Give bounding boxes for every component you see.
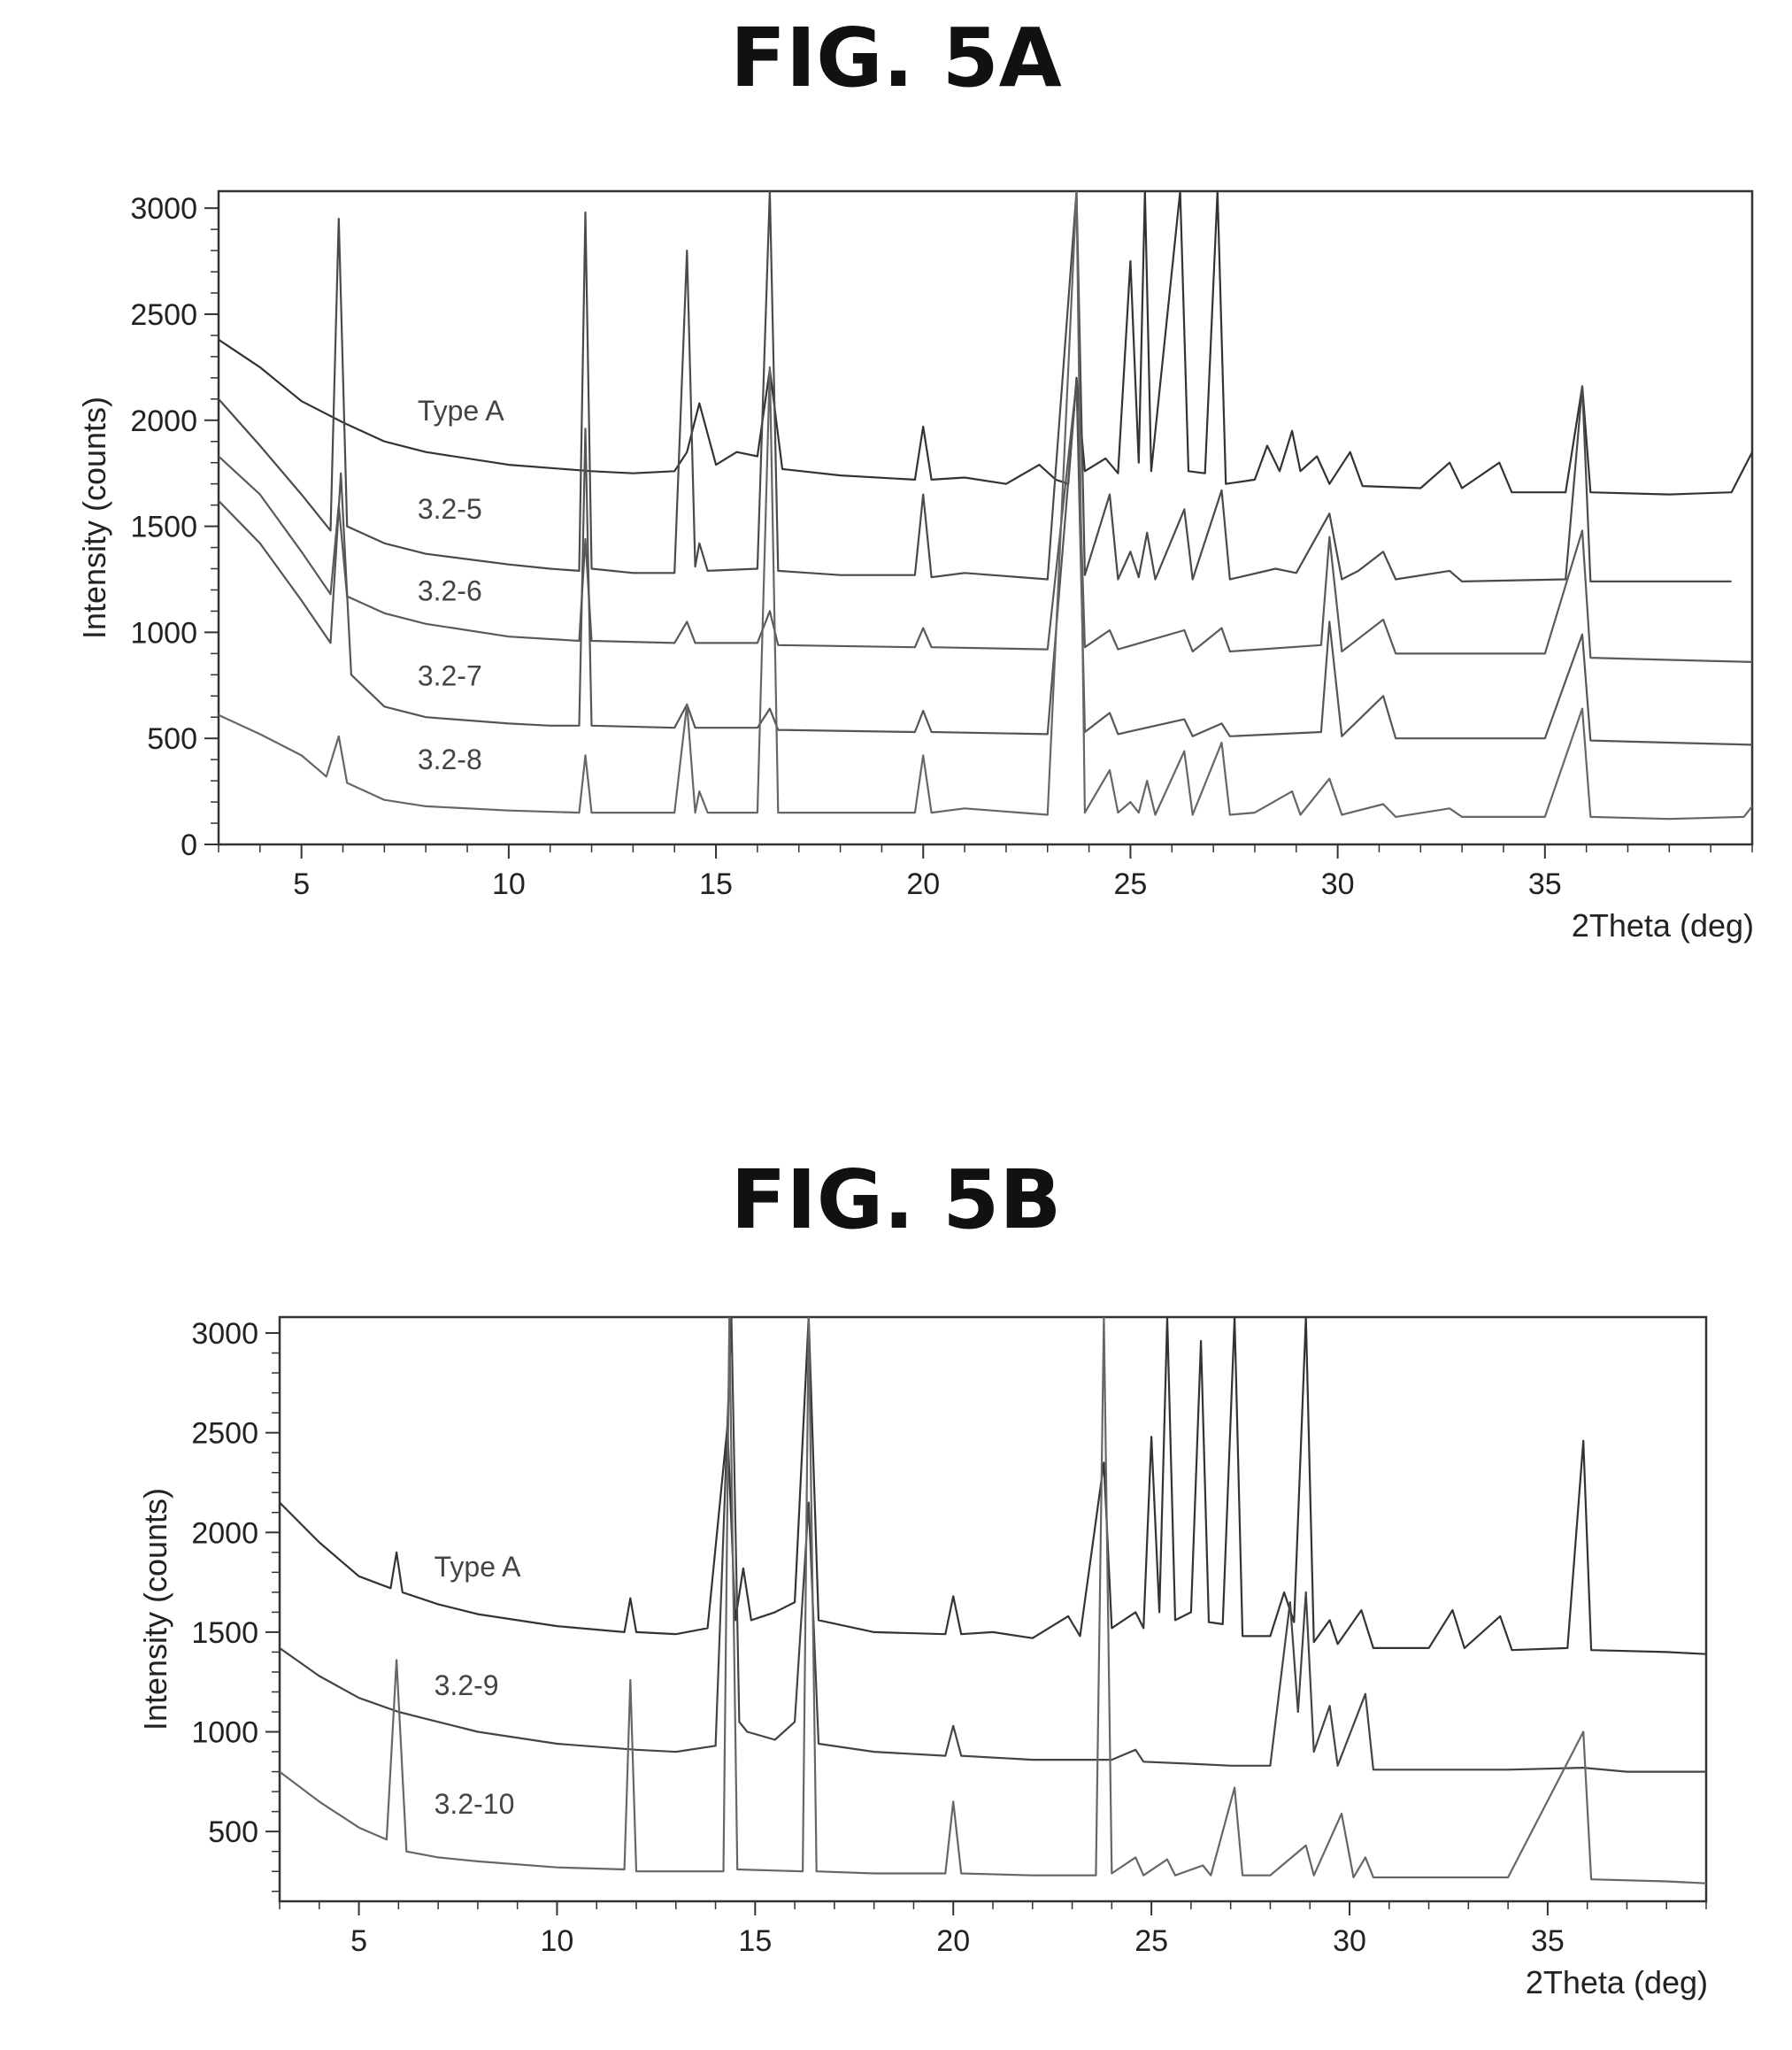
- y-axis-title: Intensity (counts): [76, 397, 112, 639]
- series-label: 3.2-10: [435, 1788, 515, 1820]
- xrd-chart-5b: 5 10 15 20 25 30 35 500 1000 1500 2000 2500 3000 2The…: [137, 1315, 1708, 2000]
- series-label: 3.2-9: [435, 1669, 499, 1701]
- x-tick-label: 35: [1531, 1924, 1565, 1958]
- x-tick-label: 25: [1114, 867, 1148, 901]
- x-tick-label: 35: [1528, 867, 1562, 901]
- series-label: Type A: [418, 395, 505, 427]
- y-tick-label: 2500: [130, 298, 197, 332]
- y-tick-label: 500: [208, 1815, 258, 1849]
- xrd-chart-5a: 5 10 15 20 25 30 35 0 500 1000 1500 2000 2500 3000 2Th…: [76, 189, 1754, 944]
- x-tick-label: 30: [1321, 867, 1355, 901]
- x-tick-label: 10: [492, 867, 526, 901]
- x-tick-label: 25: [1134, 1924, 1168, 1958]
- series-label: 3.2-8: [418, 744, 482, 775]
- y-tick-label: 3000: [130, 192, 197, 226]
- y-tick-label: 500: [147, 722, 197, 756]
- series-line-3-2-10: [280, 1317, 1706, 1884]
- x-tick-label: 15: [699, 867, 733, 901]
- y-tick-label: 1000: [130, 616, 197, 650]
- x-tick-label: 15: [738, 1924, 772, 1958]
- series-label: 3.2-6: [418, 574, 482, 606]
- x-tick-label: 20: [936, 1924, 970, 1958]
- x-axis-title: 2Theta (deg): [1572, 907, 1754, 944]
- series-label: 3.2-5: [418, 493, 482, 525]
- x-tick-label: 20: [906, 867, 940, 901]
- plot-frame: [217, 189, 1754, 846]
- series-line-3-2-7: [219, 379, 1752, 746]
- series-label: Type A: [435, 1551, 521, 1583]
- x-axis-title: 2Theta (deg): [1526, 1964, 1708, 2000]
- series-group: [280, 1317, 1706, 1884]
- y-tick-label: 1000: [191, 1716, 258, 1750]
- y-tick-label: 1500: [191, 1616, 258, 1650]
- series-line-3-2-6: [219, 381, 1752, 663]
- figure-title-5a: FIG. 5A: [730, 11, 1062, 105]
- y-tick-label: 2000: [191, 1516, 258, 1550]
- series-line-type-a: [280, 1317, 1706, 1655]
- y-tick-label: 1500: [130, 511, 197, 544]
- x-tick-label: 5: [350, 1924, 367, 1958]
- series-line-3-2-5: [219, 191, 1732, 582]
- x-tick-label: 5: [293, 867, 310, 901]
- series-label: 3.2-7: [418, 659, 482, 691]
- y-tick-label: 0: [181, 828, 197, 862]
- series-line-type-a: [219, 191, 1752, 496]
- y-axis-title: Intensity (counts): [137, 1488, 173, 1730]
- series-group: [219, 191, 1752, 821]
- y-tick-label: 2500: [191, 1417, 258, 1451]
- figure-title-5b: FIG. 5B: [730, 1152, 1062, 1247]
- y-tick-label: 2000: [130, 405, 197, 438]
- x-tick-label: 30: [1333, 1924, 1366, 1958]
- series-line-3-2-9: [280, 1317, 1706, 1773]
- y-tick-label: 3000: [191, 1317, 258, 1351]
- series-line-3-2-8: [219, 191, 1752, 821]
- x-tick-label: 10: [541, 1924, 574, 1958]
